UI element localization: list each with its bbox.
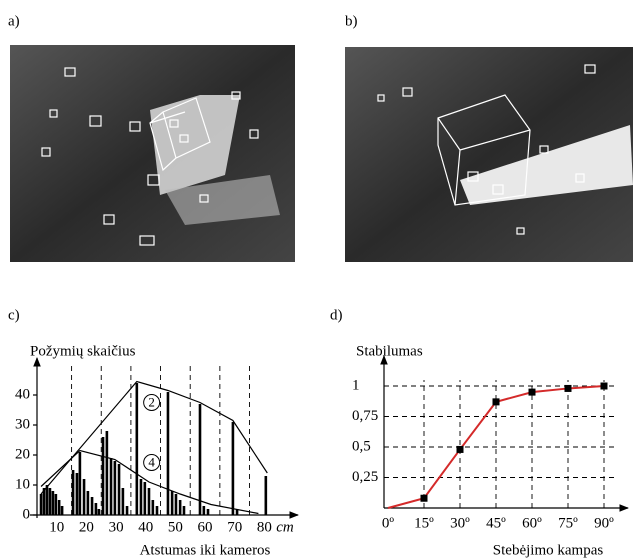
marker xyxy=(528,388,536,396)
x-tick-label: 45º xyxy=(486,515,506,531)
bar xyxy=(54,494,58,515)
y-tick-label: 0,75 xyxy=(352,408,378,424)
bar xyxy=(48,488,52,515)
bar xyxy=(109,458,113,515)
photo-b xyxy=(345,47,633,262)
bar xyxy=(105,431,109,515)
bar xyxy=(264,476,268,515)
bar xyxy=(147,488,151,515)
bar xyxy=(139,479,143,515)
y-tick-label: 0 xyxy=(23,506,31,522)
bar xyxy=(151,500,155,515)
bar xyxy=(206,509,210,515)
bar xyxy=(117,464,121,515)
bar xyxy=(75,473,79,515)
x-tick-label: 40 xyxy=(138,519,153,535)
bar xyxy=(113,461,117,515)
curve-label-ring xyxy=(143,394,161,411)
bar xyxy=(121,488,125,515)
y-tick-label: 20 xyxy=(15,446,30,462)
x-tick-label: 75º xyxy=(558,515,578,531)
bar xyxy=(39,494,43,515)
y-tick-label: 40 xyxy=(15,386,30,402)
y-tick-label: 1 xyxy=(352,377,360,393)
bar xyxy=(42,488,46,515)
marker xyxy=(600,382,608,390)
x-tick-label: 80 xyxy=(257,519,272,535)
bar xyxy=(51,491,55,515)
bar xyxy=(198,404,202,515)
x-tick-label: 15º xyxy=(414,515,434,531)
x-axis-title: Stebėjimo kampas xyxy=(493,542,604,558)
bar xyxy=(94,503,98,515)
bar xyxy=(174,494,178,515)
x-tick-label: 30º xyxy=(450,515,470,531)
bar xyxy=(78,452,82,515)
x-tick-label: 20 xyxy=(79,519,94,535)
panel-label: c) xyxy=(8,307,20,323)
marker xyxy=(564,384,572,392)
marker xyxy=(492,398,500,406)
bar xyxy=(57,500,61,515)
curve-label: 2 xyxy=(148,394,155,409)
x-tick-label: 60 xyxy=(198,519,213,535)
bar xyxy=(202,506,206,515)
x-tick-label: 30 xyxy=(109,519,124,535)
y-tick-label: 0,25 xyxy=(352,469,378,485)
bar xyxy=(231,422,235,515)
panel-label: b) xyxy=(345,13,358,29)
curve xyxy=(40,449,259,515)
x-tick-label: 50 xyxy=(168,519,183,535)
bar xyxy=(82,479,86,515)
bar xyxy=(86,491,90,515)
bar xyxy=(166,392,170,515)
x-tick-label: 60º xyxy=(522,515,542,531)
bar xyxy=(143,482,147,515)
y-axis-title: Požymių skaičius xyxy=(30,343,136,359)
x-tick-label: 0º xyxy=(382,515,395,531)
bar xyxy=(97,509,101,515)
bar xyxy=(155,506,159,515)
bar xyxy=(135,383,139,515)
bar xyxy=(71,470,75,515)
bar xyxy=(101,437,105,515)
marker xyxy=(456,445,464,453)
y-tick-label: 0,5 xyxy=(352,438,371,454)
bar xyxy=(45,485,49,515)
marker xyxy=(420,494,428,502)
x-unit: cm xyxy=(276,519,294,535)
y-axis-title: Stabilumas xyxy=(356,343,423,359)
panel-label: a) xyxy=(8,13,20,29)
x-tick-label: 10 xyxy=(49,519,64,535)
bar xyxy=(60,506,64,515)
y-tick-label: 30 xyxy=(15,416,30,432)
photo-a xyxy=(10,45,295,262)
bar xyxy=(235,509,239,515)
curve-label-ring xyxy=(143,454,161,471)
curve xyxy=(40,380,268,495)
x-tick-label: 70 xyxy=(227,519,242,535)
x-tick-label: 90º xyxy=(594,515,614,531)
x-axis-title: Atstumas iki kameros xyxy=(140,542,271,558)
y-tick-label: 10 xyxy=(15,476,30,492)
curve-label: 4 xyxy=(148,454,155,469)
bar xyxy=(178,500,182,515)
bar xyxy=(182,506,186,515)
bar xyxy=(170,491,174,515)
panel-label: d) xyxy=(330,307,343,323)
bar xyxy=(125,506,129,515)
bar xyxy=(90,497,94,515)
